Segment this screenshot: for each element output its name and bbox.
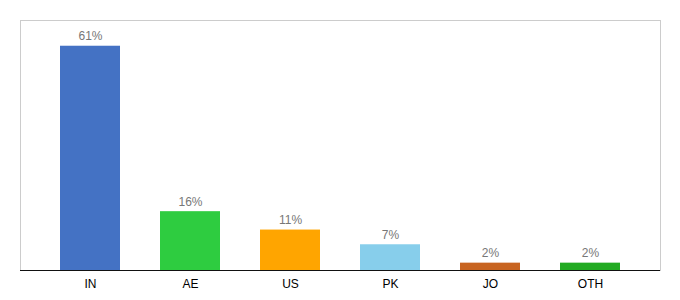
svg-text:US: US — [282, 277, 299, 291]
svg-text:11%: 11% — [279, 213, 302, 227]
svg-text:7%: 7% — [382, 228, 400, 242]
svg-text:16%: 16% — [178, 195, 202, 209]
svg-text:JO: JO — [483, 277, 498, 291]
svg-text:PK: PK — [382, 277, 398, 291]
svg-text:2%: 2% — [582, 246, 600, 260]
svg-text:IN: IN — [85, 277, 97, 291]
svg-text:AE: AE — [182, 277, 198, 291]
svg-text:2%: 2% — [482, 246, 500, 260]
svg-text:OTH: OTH — [578, 277, 603, 291]
svg-text:61%: 61% — [78, 29, 102, 43]
